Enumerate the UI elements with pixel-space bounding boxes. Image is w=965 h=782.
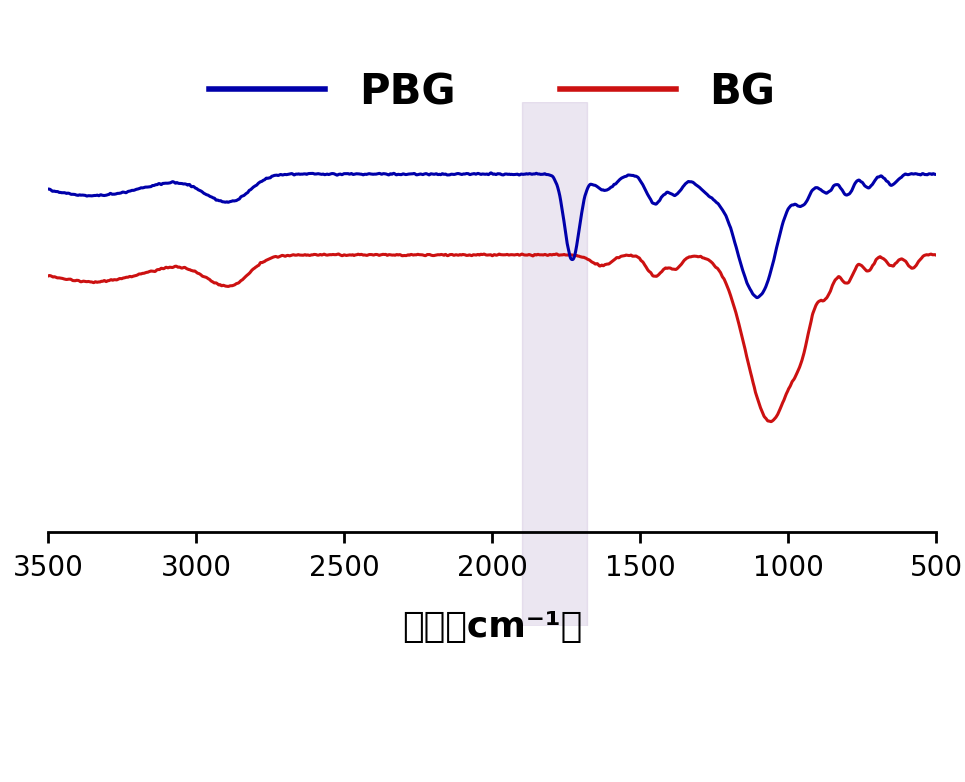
Legend: PBG, BG: PBG, BG: [192, 55, 792, 130]
BG: [914, 256, 925, 265]
PBG: [383, 170, 395, 180]
Line: PBG: PBG: [48, 173, 936, 298]
Bar: [522, 102, 587, 626]
PBG: [422, 169, 433, 178]
PBG: [817, 187, 829, 196]
PBG: [144, 182, 155, 192]
BG: [197, 271, 208, 281]
PBG: [197, 187, 208, 196]
Line: BG: BG: [48, 254, 936, 421]
PBG: [42, 185, 54, 194]
X-axis label: 波长（cm⁻¹）: 波长（cm⁻¹）: [402, 609, 582, 644]
BG: [144, 267, 155, 276]
PBG: [485, 168, 497, 178]
BG: [817, 296, 829, 306]
BG: [930, 250, 942, 260]
BG: [42, 271, 54, 281]
BG: [383, 250, 395, 260]
PBG: [751, 293, 762, 303]
BG: [422, 250, 433, 260]
BG: [765, 417, 777, 426]
PBG: [930, 170, 942, 179]
PBG: [914, 170, 925, 179]
BG: [551, 249, 563, 259]
